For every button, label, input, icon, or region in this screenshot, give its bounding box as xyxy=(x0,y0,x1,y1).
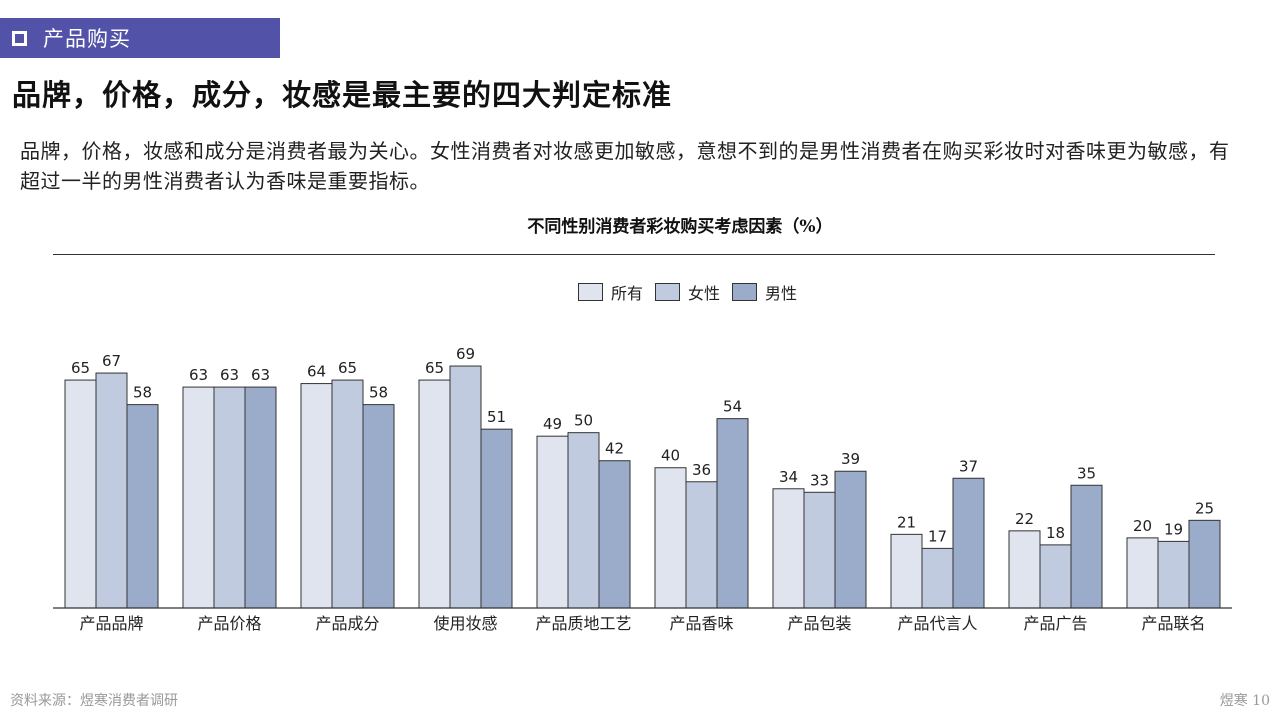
bar-all-1 xyxy=(64,379,97,609)
legend-label-all: 所有 xyxy=(611,284,644,303)
bar-male-2 xyxy=(244,386,277,609)
data-label-male-8: 37 xyxy=(959,457,978,475)
data-label-all-2: 63 xyxy=(189,366,208,384)
data-label-female-7: 33 xyxy=(810,471,829,489)
data-label-female-10: 19 xyxy=(1164,520,1183,538)
data-label-female-1: 67 xyxy=(102,352,121,370)
bar-all-4 xyxy=(418,379,451,609)
bar-all-6 xyxy=(654,467,687,609)
legend-swatch-female xyxy=(655,283,681,301)
data-label-male-5: 42 xyxy=(605,440,624,458)
bar-female-6 xyxy=(685,481,718,609)
source-note: 资料来源：煜寒消费者调研 xyxy=(10,693,178,709)
bar-male-8 xyxy=(952,477,985,609)
chart-legend: 所有 女性 男性 xyxy=(578,280,809,304)
bar-female-5 xyxy=(567,432,600,609)
data-label-all-8: 21 xyxy=(897,513,916,531)
bar-all-7 xyxy=(772,488,805,609)
bar-all-2 xyxy=(182,386,215,609)
legend-swatch-male xyxy=(732,283,758,301)
bar-all-9 xyxy=(1008,530,1041,609)
title-divider xyxy=(53,254,1215,255)
bar-female-2 xyxy=(213,386,246,609)
bar-male-1 xyxy=(126,404,159,609)
page-headline: 品牌，价格，成分，妆感是最主要的四大判定标准 xyxy=(12,78,673,112)
data-label-all-1: 65 xyxy=(71,359,90,377)
bar-male-5 xyxy=(598,460,631,609)
legend-label-female: 女性 xyxy=(688,284,721,303)
data-label-all-9: 22 xyxy=(1015,510,1034,528)
bar-female-7 xyxy=(803,491,836,609)
bar-female-9 xyxy=(1039,544,1072,609)
bar-male-6 xyxy=(716,418,749,609)
data-label-male-2: 63 xyxy=(251,366,270,384)
bar-female-10 xyxy=(1157,540,1190,609)
bar-all-3 xyxy=(300,383,333,609)
data-label-female-6: 36 xyxy=(692,461,711,479)
data-label-all-6: 40 xyxy=(661,447,680,465)
x-tick-label-7: 产品包装 xyxy=(787,614,851,633)
data-label-male-4: 51 xyxy=(487,408,506,426)
data-label-female-2: 63 xyxy=(220,366,239,384)
data-label-female-3: 65 xyxy=(338,359,357,377)
data-label-all-4: 65 xyxy=(425,359,444,377)
page-number: 煜寒 10 xyxy=(1219,693,1270,709)
section-tab: 产品购买 xyxy=(0,18,280,58)
data-label-all-10: 20 xyxy=(1133,517,1152,535)
data-label-female-5: 50 xyxy=(574,412,593,430)
data-label-all-3: 64 xyxy=(307,363,326,381)
legend-item-all: 所有 xyxy=(578,280,643,304)
x-tick-label-2: 产品价格 xyxy=(197,614,261,633)
data-label-female-4: 69 xyxy=(456,345,475,363)
legend-item-male: 男性 xyxy=(732,280,797,304)
bar-all-8 xyxy=(890,533,923,609)
bar-male-9 xyxy=(1070,484,1103,609)
description-text: 品牌，价格，妆感和成分是消费者最为关心。女性消费者对妆感更加敏感，意想不到的是男… xyxy=(20,139,1230,193)
legend-item-female: 女性 xyxy=(655,280,720,304)
square-icon xyxy=(12,30,27,46)
bar-male-7 xyxy=(834,470,867,609)
x-tick-label-5: 产品质地工艺 xyxy=(535,614,631,633)
bar-female-4 xyxy=(449,365,482,609)
bar-male-3 xyxy=(362,404,395,609)
bar-all-10 xyxy=(1126,537,1159,609)
chart-title: 不同性别消费者彩妆购买考虑因素（%） xyxy=(527,217,833,237)
data-label-male-1: 58 xyxy=(133,384,152,402)
bar-male-4 xyxy=(480,428,513,609)
data-label-all-5: 49 xyxy=(543,415,562,433)
data-label-male-6: 54 xyxy=(723,398,742,416)
x-tick-label-3: 产品成分 xyxy=(315,614,379,633)
legend-label-male: 男性 xyxy=(765,284,798,303)
data-label-female-8: 17 xyxy=(928,527,947,545)
x-tick-label-1: 产品品牌 xyxy=(79,614,143,633)
legend-swatch-all xyxy=(578,283,603,301)
bar-female-8 xyxy=(921,547,954,609)
x-tick-label-6: 产品香味 xyxy=(669,614,733,633)
data-label-male-10: 25 xyxy=(1195,499,1214,517)
x-tick-label-8: 产品代言人 xyxy=(897,614,977,633)
x-tick-label-10: 产品联名 xyxy=(1141,614,1205,633)
bar-female-1 xyxy=(95,372,128,609)
x-tick-label-4: 使用妆感 xyxy=(433,614,497,633)
data-label-male-9: 35 xyxy=(1077,464,1096,482)
data-label-all-7: 34 xyxy=(779,468,798,486)
data-label-male-7: 39 xyxy=(841,450,860,468)
bar-female-3 xyxy=(331,379,364,609)
x-tick-label-9: 产品广告 xyxy=(1023,614,1087,633)
section-label: 产品购买 xyxy=(43,27,131,51)
bar-all-5 xyxy=(536,435,569,609)
bar-male-10 xyxy=(1188,519,1221,609)
data-label-female-9: 18 xyxy=(1046,524,1065,542)
data-label-male-3: 58 xyxy=(369,384,388,402)
